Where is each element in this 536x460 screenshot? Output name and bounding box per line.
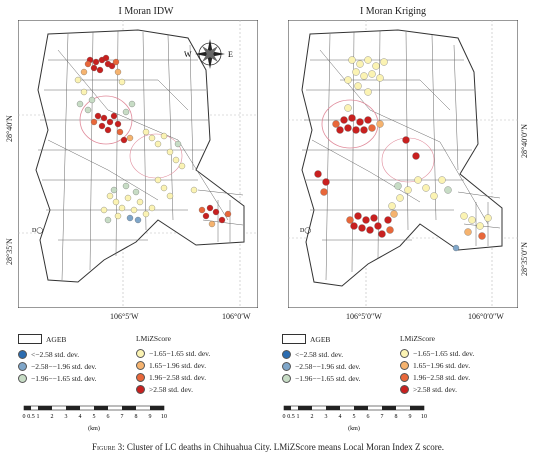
- lon-label-kriging-1: 106°5′0″W: [346, 312, 382, 321]
- scale-tick-label: 10: [421, 414, 427, 420]
- scale-tick-label: 9: [149, 414, 152, 420]
- scale-tick-label: 0: [23, 414, 26, 420]
- figure-caption: Figure 3: Cluster of LC deaths in Chihua…: [0, 442, 536, 452]
- scale-tick-label: 5: [353, 414, 356, 420]
- caption-text: Cluster of LC deaths in Chihuahua City. …: [124, 442, 444, 452]
- lat-label-idw-1: 28°40′N: [5, 115, 14, 142]
- city-outline: [35, 29, 245, 283]
- compass-e-label: E: [228, 50, 233, 59]
- scale-tick-label: 7: [381, 414, 384, 420]
- scale-tick-label: 6: [107, 414, 110, 420]
- map-idw: W E D◯: [18, 20, 258, 308]
- legend-ageb-label: AGEB: [46, 334, 67, 344]
- scale-tick-label: 4: [79, 414, 82, 420]
- svg-text:D◯: D◯: [300, 227, 311, 234]
- scale-tick-label: 2: [51, 414, 54, 420]
- caption-prefix: Figure 3:: [92, 442, 125, 452]
- scale-tick-label: 4: [339, 414, 342, 420]
- svg-text:D◯: D◯: [32, 227, 43, 234]
- scale-tick-label: 0: [283, 414, 286, 420]
- scale-unit-label: (km): [88, 425, 100, 432]
- scale-tick-label: 10: [161, 414, 167, 420]
- compass-rose-icon: [195, 39, 225, 69]
- scale-tick-label: 0.5: [27, 414, 35, 420]
- scale-tick-label: 6: [367, 414, 370, 420]
- compass-w-label: W: [184, 50, 192, 59]
- scale-tick-label: 2: [311, 414, 314, 420]
- panel-title-kriging: I Moran Kriging: [359, 6, 427, 17]
- panel-title-idw: I Moran IDW: [118, 6, 174, 17]
- scale-tick-label: 7: [121, 414, 124, 420]
- legend-lmiz-title: LMiZScore: [136, 334, 171, 343]
- scale-tick-label: 5: [93, 414, 96, 420]
- scale-tick-label: 3: [65, 414, 68, 420]
- lon-label-idw-1: 106°5′W: [110, 312, 139, 321]
- scale-tick-label: 1: [297, 414, 300, 420]
- lat-label-kriging-2: 28°35′0″N: [520, 241, 529, 276]
- scale-unit-label: (km): [348, 425, 360, 432]
- idw-dots: [74, 54, 232, 228]
- scale-tick-label: 3: [325, 414, 328, 420]
- lat-label-kriging-1: 28°40′0″N: [520, 123, 529, 158]
- scale-tick-label: 8: [395, 414, 398, 420]
- lon-label-kriging-2: 106°0′0″W: [468, 312, 504, 321]
- scale-tick-label: 8: [135, 414, 138, 420]
- lon-label-idw-2: 106°0′W: [222, 312, 251, 321]
- scale-tick-label: 9: [409, 414, 412, 420]
- lat-label-idw-2: 28°35′N: [5, 238, 14, 265]
- kriging-dots: [314, 56, 492, 252]
- scalebar-kriging: 0 0.5 1 2 3 4 5 6 7 8 9 10 (km): [283, 405, 427, 432]
- scale-tick-label: 1: [37, 414, 40, 420]
- scalebar-idw: 0 0.5 1 2 3 4 5 6 7 8 9 10 (km): [23, 405, 167, 432]
- map-kriging: D◯: [288, 20, 518, 308]
- scale-tick-label: 0.5: [287, 414, 295, 420]
